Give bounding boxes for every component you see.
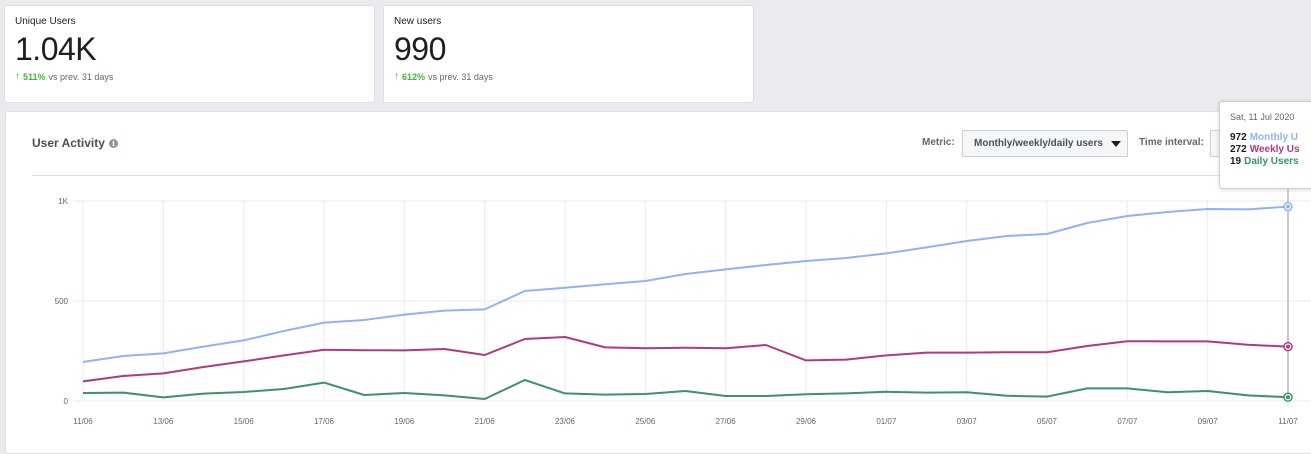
x-tick-label: 23/06	[555, 417, 576, 426]
tooltip-date: Sat, 11 Jul 2020	[1230, 112, 1295, 122]
panel-title-text: User Activity	[32, 136, 105, 150]
y-tick-label: 500	[55, 297, 69, 306]
chart-series	[82, 205, 1289, 400]
chart-axes: 0 500 1K 11/06 13/06 15/06 17/06 19/06 21/06 23/0…	[55, 197, 1299, 426]
unique-users-change-text: vs prev. 31 days	[48, 71, 114, 82]
new-users-change-pct: 612%	[402, 71, 426, 82]
x-tick-label: 29/06	[796, 417, 817, 426]
tooltip-row: 972 Monthly U	[1230, 132, 1308, 144]
unique-users-card: Unique Users 1.04K ↑ 511% vs prev. 31 da…	[4, 5, 375, 103]
x-tick-label: 17/06	[314, 417, 335, 426]
x-tick-label: 11/07	[1278, 417, 1298, 426]
unique-users-label: Unique Users	[15, 16, 76, 27]
series-line	[82, 205, 1289, 363]
metric-dropdown[interactable]: Monthly/weekly/daily users	[962, 130, 1128, 157]
new-users-value: 990	[394, 31, 446, 67]
new-users-change: ↑ 612% vs prev. 31 days	[394, 71, 743, 82]
metric-label: Metric:	[922, 137, 955, 148]
y-tick-label: 0	[64, 397, 69, 406]
arrow-up-icon: ↑	[394, 71, 399, 82]
hover-point-center	[1286, 395, 1290, 400]
tooltip-row: 272 Weekly Us	[1230, 144, 1308, 156]
tooltip-row-label: Weekly Us	[1249, 144, 1300, 155]
x-tick-label: 27/06	[716, 417, 737, 426]
metric-dropdown-value: Monthly/weekly/daily users	[974, 138, 1103, 149]
caret-down-icon	[1110, 140, 1121, 147]
unique-users-change-pct: 511%	[23, 71, 46, 82]
tooltip-row-label: Daily Users	[1244, 156, 1299, 167]
series-line	[82, 379, 1289, 400]
new-users-change-text: vs prev. 31 days	[428, 71, 493, 82]
x-tick-label: 11/06	[73, 417, 93, 426]
tooltip-row-label: Monthly U	[1249, 132, 1299, 143]
x-tick-label: 13/06	[153, 417, 174, 426]
info-icon[interactable]: i	[108, 138, 118, 148]
new-users-label: New users	[394, 16, 442, 27]
hover-point-center	[1286, 344, 1290, 349]
x-tick-label: 09/07	[1198, 417, 1219, 426]
x-tick-label: 07/07	[1117, 417, 1138, 426]
panel-title: User Activity i	[32, 136, 118, 150]
tooltip-row: 19 Daily Users	[1230, 156, 1308, 168]
tooltip-rows: 972 Monthly U 272 Weekly Us 19 Daily Users	[1230, 132, 1308, 168]
divider	[32, 175, 1311, 176]
tooltip-row-value: 19	[1230, 156, 1242, 167]
hover-point-center	[1286, 204, 1290, 209]
unique-users-value: 1.04K	[15, 31, 97, 67]
y-tick-label: 1K	[58, 197, 68, 206]
chart-tooltip: Sat, 11 Jul 2020 972 Monthly U 272 Weekly U…	[1219, 101, 1311, 189]
tooltip-row-value: 272	[1230, 144, 1247, 155]
x-tick-label: 15/06	[234, 417, 255, 426]
arrow-up-icon: ↑	[15, 71, 20, 82]
x-tick-label: 25/06	[635, 417, 656, 426]
series-line	[82, 336, 1289, 383]
x-tick-label: 19/06	[394, 417, 415, 426]
x-tick-label: 01/07	[876, 417, 897, 426]
time-interval-label: Time interval:	[1139, 137, 1204, 148]
x-tick-label: 03/07	[957, 417, 978, 426]
user-activity-panel: User Activity i Metric: Monthly/weekly/d…	[5, 111, 1311, 454]
x-tick-label: 21/06	[475, 417, 496, 426]
tooltip-row-value: 972	[1230, 132, 1247, 143]
x-tick-label: 05/07	[1037, 417, 1058, 426]
chart-hover	[1283, 186, 1293, 402]
new-users-card: New users 990 ↑ 612% vs prev. 31 days	[383, 5, 754, 103]
unique-users-change: ↑ 511% vs prev. 31 days	[15, 71, 364, 82]
chart-grid	[74, 200, 1311, 402]
